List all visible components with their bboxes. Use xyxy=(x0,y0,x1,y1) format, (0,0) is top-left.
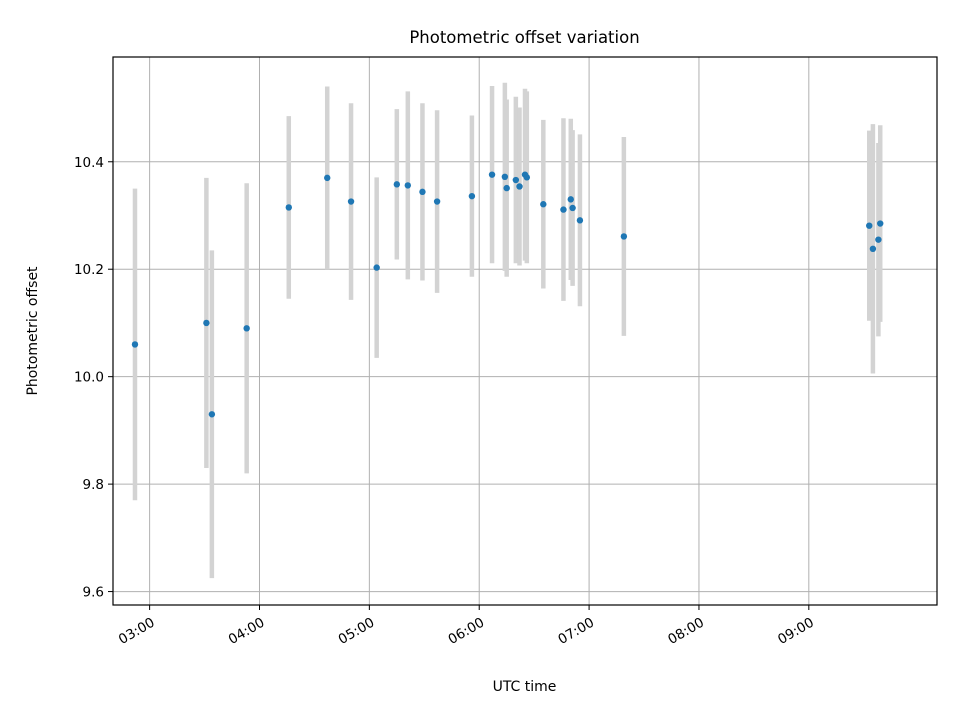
data-point xyxy=(560,206,567,213)
y-tick-label: 10.0 xyxy=(74,370,104,386)
data-point xyxy=(347,198,355,205)
data-point xyxy=(373,264,380,271)
data-point xyxy=(540,201,547,208)
data-point xyxy=(324,174,331,182)
data-point xyxy=(501,173,509,181)
data-point xyxy=(576,217,584,224)
data-point xyxy=(866,222,873,229)
data-point xyxy=(419,188,426,196)
data-point xyxy=(433,198,441,205)
data-point xyxy=(404,182,412,189)
y-axis-ticks: 9.6 9.8 10.0 10.2 10.4 xyxy=(74,155,113,601)
data-point xyxy=(208,411,216,418)
y-tick-label: 10.2 xyxy=(74,262,104,278)
data-point xyxy=(393,181,401,188)
y-tick-label: 10.4 xyxy=(74,155,104,171)
grid xyxy=(113,57,937,605)
data-point xyxy=(620,233,628,240)
data-point xyxy=(488,171,496,178)
x-axis-label: UTC time xyxy=(493,679,557,695)
data-points xyxy=(131,171,884,418)
data-point xyxy=(243,325,250,332)
data-point xyxy=(567,196,574,203)
plot-frame xyxy=(112,56,938,606)
data-point xyxy=(523,174,531,181)
data-point xyxy=(869,245,877,252)
data-point xyxy=(516,183,523,190)
data-point xyxy=(569,204,576,212)
chart-title: Photometric offset variation xyxy=(409,28,639,47)
data-point xyxy=(877,220,884,227)
y-tick-label: 9.6 xyxy=(83,585,104,601)
data-point xyxy=(512,176,520,184)
data-point xyxy=(131,341,139,348)
y-axis-label: Photometric offset xyxy=(25,266,41,396)
data-point xyxy=(203,319,210,327)
data-point xyxy=(875,236,882,243)
data-point xyxy=(468,192,476,200)
y-tick-label: 9.8 xyxy=(83,477,104,493)
data-point xyxy=(503,184,510,192)
data-point xyxy=(285,204,292,211)
